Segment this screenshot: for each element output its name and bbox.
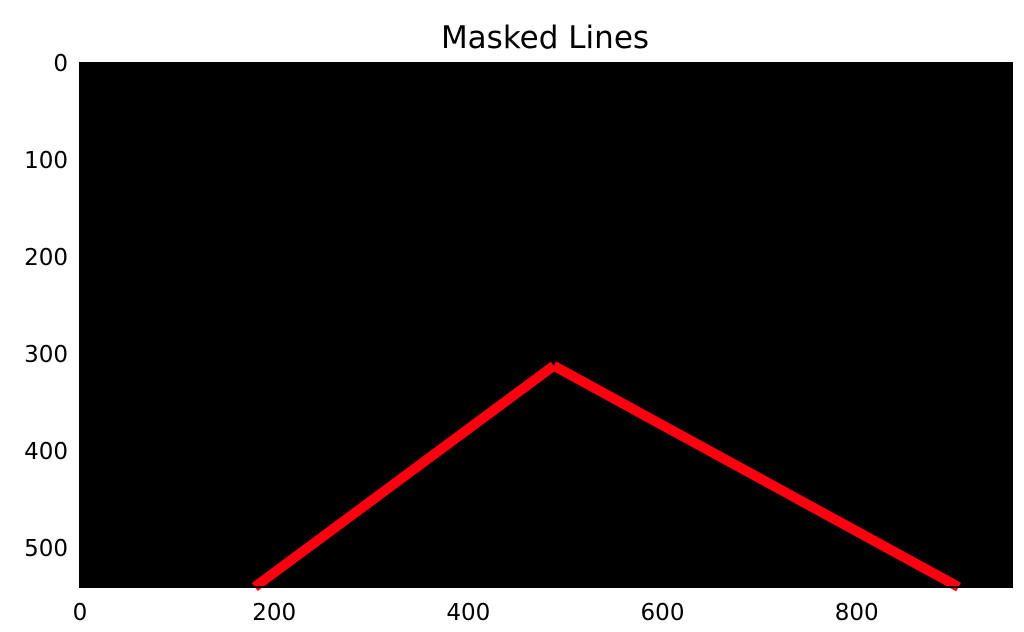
y-tick-label: 200 (24, 245, 68, 271)
y-tick-label: 500 (24, 536, 68, 562)
y-axis: 0 100 200 300 400 500 (24, 51, 88, 562)
series-line-2 (551, 361, 962, 592)
x-tick-label: 0 (73, 600, 88, 626)
y-tick-label: 100 (24, 148, 68, 174)
plot-area (80, 63, 1012, 587)
x-axis: 0 200 400 600 800 (73, 579, 879, 626)
x-tick-label: 200 (252, 600, 296, 626)
chart-title: Masked Lines (441, 20, 649, 56)
y-tick-label: 300 (24, 342, 68, 368)
y-tick-label: 0 (53, 51, 68, 77)
y-tick-label: 400 (24, 439, 68, 465)
x-tick-label: 400 (446, 600, 490, 626)
x-tick-label: 600 (641, 600, 685, 626)
series-line-1 (251, 361, 557, 592)
x-tick-label: 800 (835, 600, 879, 626)
series-layer (251, 361, 962, 592)
plot-frame (79, 62, 1013, 588)
